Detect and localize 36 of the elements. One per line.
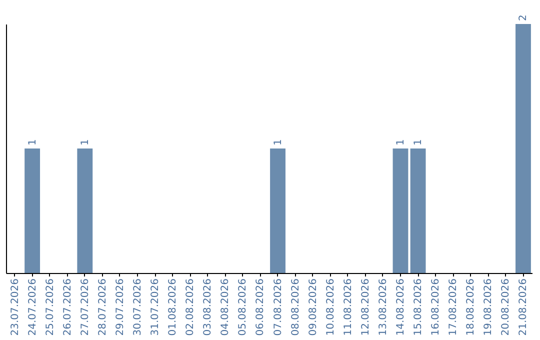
x-tick-label: 12.08.2026: [360, 278, 372, 336]
x-tick-label: 27.07.2026: [80, 278, 91, 336]
x-tick-label: 19.08.2026: [483, 278, 494, 336]
x-tick-label: 25.07.2026: [44, 278, 56, 336]
x-tick-label: 21.08.2026: [518, 278, 530, 336]
x-tick-label: 10.08.2026: [325, 278, 336, 336]
x-tick-label: 06.08.2026: [255, 278, 266, 336]
x-tick-label: 17.08.2026: [448, 278, 460, 336]
x-tick-label: 20.08.2026: [500, 278, 512, 336]
data-label: 1: [396, 139, 406, 146]
x-tick-label: 18.08.2026: [466, 278, 477, 336]
x-tick-label: 16.08.2026: [430, 278, 442, 336]
x-tick-label: 05.08.2026: [238, 278, 249, 336]
x-tick-label: 30.07.2026: [132, 278, 144, 336]
x-tick-label: 13.08.2026: [378, 278, 389, 336]
x-tick-label: 11.08.2026: [342, 278, 354, 336]
data-label: 2: [518, 14, 530, 21]
data-label: 1: [27, 139, 38, 146]
x-tick-label: 24.07.2026: [27, 278, 38, 336]
x-tick-label: 26.07.2026: [62, 278, 74, 336]
x-tick-label: 15.08.2026: [413, 278, 424, 336]
x-tick-label: 09.08.2026: [308, 278, 319, 336]
x-tick-label: 29.07.2026: [114, 278, 126, 336]
x-tick-label: 14.08.2026: [396, 278, 406, 336]
x-tick-label: 28.07.2026: [97, 278, 108, 336]
x-tick-label: 03.08.2026: [202, 278, 214, 336]
x-tick-label: 31.07.2026: [150, 278, 162, 336]
x-tick-label: 02.08.2026: [185, 278, 196, 336]
data-label: 1: [272, 139, 284, 146]
data-label: 1: [413, 139, 424, 146]
x-tick-label: 04.08.2026: [220, 278, 232, 336]
x-tick-label: 07.08.2026: [272, 278, 284, 336]
x-tick-label: 23.07.2026: [10, 278, 21, 336]
x-tick-label: 08.08.2026: [290, 278, 302, 336]
data-label: 1: [80, 139, 91, 146]
x-tick-label: 01.08.2026: [168, 278, 179, 336]
